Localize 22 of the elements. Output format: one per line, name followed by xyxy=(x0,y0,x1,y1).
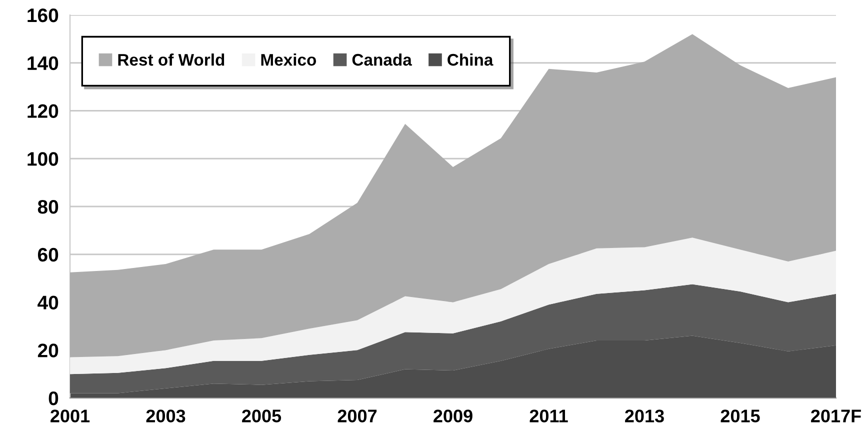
y-tick-label: 100 xyxy=(28,152,58,166)
x-tick-label: 2003 xyxy=(146,410,186,422)
y-tick-label: 0 xyxy=(48,391,58,406)
y-tick-label: 20 xyxy=(38,344,58,358)
x-tick-label: 2011 xyxy=(530,410,568,422)
legend-label: China xyxy=(448,53,494,66)
x-tick-label: 2001 xyxy=(50,410,90,422)
x-tick-label: 2013 xyxy=(625,410,664,422)
y-tick-label: 140 xyxy=(28,56,58,70)
y-tick-label: 60 xyxy=(38,248,58,262)
y-tick-label: 80 xyxy=(38,200,58,214)
x-tick-label: 2017F xyxy=(811,410,861,422)
legend-label: Rest of World xyxy=(118,53,224,66)
x-tick-label: 2005 xyxy=(242,410,282,422)
y-tick-label: 120 xyxy=(28,104,58,118)
x-tick-label: 2009 xyxy=(434,410,472,422)
x-tick-label: 2007 xyxy=(338,410,377,422)
y-tick-label: 40 xyxy=(38,296,58,310)
legend-label: Canada xyxy=(352,53,412,66)
y-tick-label: 160 xyxy=(28,8,58,22)
x-tick-label: 2015 xyxy=(720,410,760,422)
legend-label: Mexico xyxy=(261,53,316,66)
